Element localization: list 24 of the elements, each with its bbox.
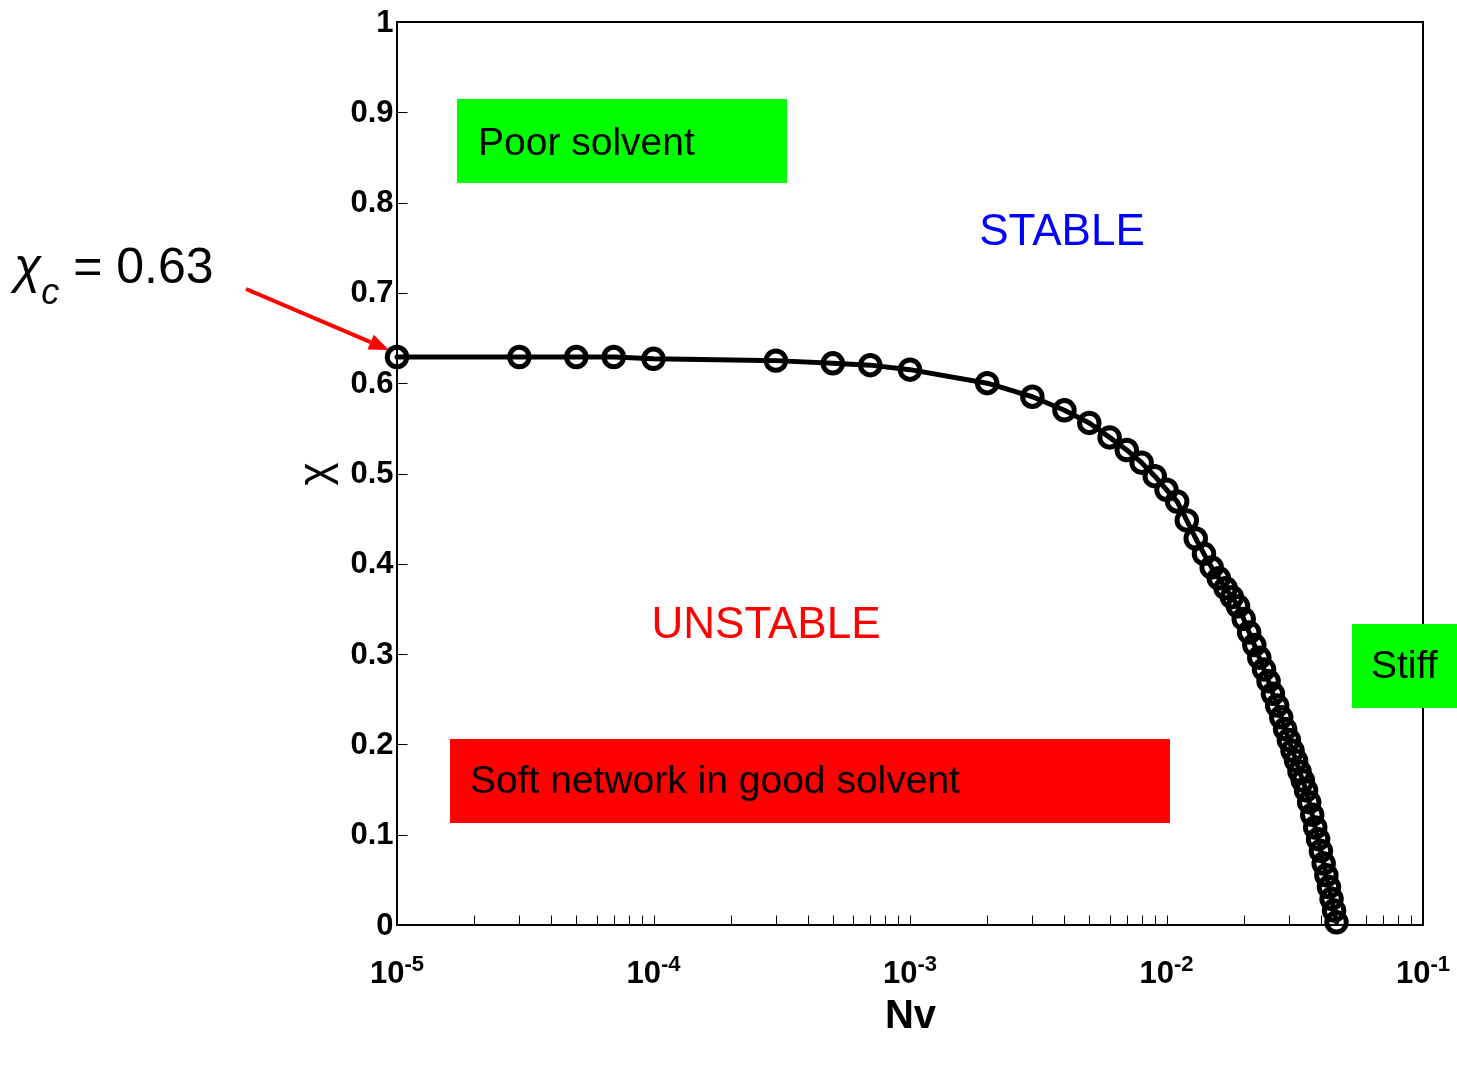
- x-tick-label: 10$^{-3}$: [882, 950, 938, 990]
- annotation: Poor solvent: [478, 119, 695, 163]
- annotation: Soft network in good solvent: [470, 757, 961, 801]
- y-tick-label: 0.4: [350, 545, 395, 581]
- y-tick-label: 1: [376, 3, 394, 39]
- annotation: Stiff: [1371, 642, 1438, 686]
- y-tick-label: 0.8: [350, 184, 394, 220]
- y-tick-label: 0.2: [350, 725, 394, 761]
- y-tick-label: 0.7: [350, 274, 394, 310]
- y-tick-label: 0.9: [350, 93, 394, 129]
- y-tick-label: 0.6: [350, 364, 394, 400]
- x-tick-label: 10$^{-2}$: [1139, 950, 1194, 990]
- y-tick-label: 0.5: [350, 455, 394, 490]
- x-tick-label: 10$^{-1}$: [1395, 950, 1451, 990]
- annotation: UNSTABLE: [651, 597, 881, 647]
- text: χ$_{c}$ = 0.63: [10, 238, 214, 312]
- y-tick-label: 0: [376, 906, 394, 942]
- annotation: STABLE: [979, 204, 1145, 254]
- x-tick-label: 10$^{-5}$: [369, 950, 425, 990]
- y-tick-label: 0.1: [350, 816, 394, 852]
- x-axis-title: Nv: [884, 992, 937, 1036]
- y-axis-title: χ: [289, 462, 339, 486]
- y-tick-label: 0.3: [350, 635, 394, 671]
- x-tick-label: 10$^{-4}$: [626, 950, 682, 990]
